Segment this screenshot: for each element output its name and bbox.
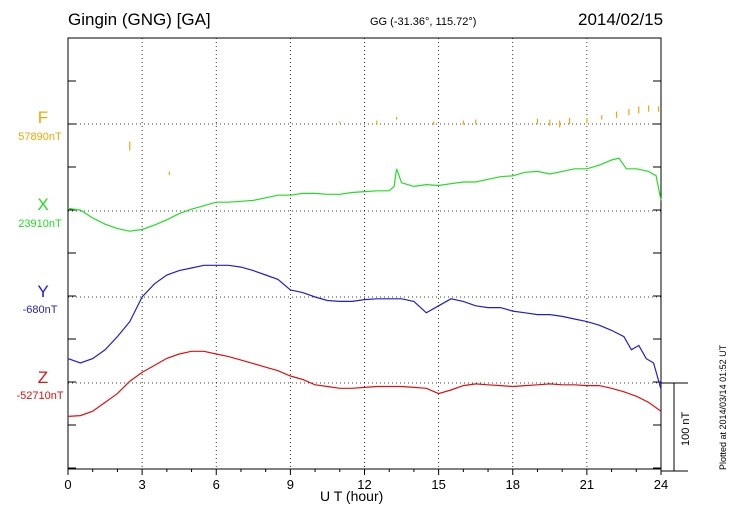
station-coordinates: GG (-31.36°, 115.72°) — [370, 16, 477, 28]
series-y-line — [67, 264, 662, 390]
x-tick-label: 18 — [506, 477, 520, 492]
x-tick-label: 0 — [64, 477, 71, 492]
baseline-label-x: 23910nT — [18, 218, 62, 230]
series-x-line — [67, 157, 662, 232]
baseline-label-z: -52710nT — [16, 390, 64, 402]
x-tick-label: 3 — [139, 477, 146, 492]
component-label-f: F — [37, 108, 49, 127]
plotted-timestamp: Plotted at 2014/03/14 01:52 UT — [718, 344, 728, 470]
x-tick-label: 24 — [654, 477, 668, 492]
baseline-label-y: -680nT — [22, 304, 58, 316]
component-label-z: Z — [37, 368, 49, 387]
baseline-label-f: 57890nT — [18, 131, 62, 143]
x-tick-label: 15 — [431, 477, 445, 492]
x-axis-label: U T (hour) — [320, 488, 384, 504]
series-z-line — [67, 350, 662, 417]
scale-bar-label: 100 nT — [680, 411, 692, 446]
component-label-x: X — [37, 195, 49, 214]
station-title: Gingin (GNG) [GA] — [68, 10, 211, 29]
x-tick-label: 6 — [213, 477, 220, 492]
x-tick-label: 12 — [357, 477, 371, 492]
x-tick-label: 21 — [580, 477, 594, 492]
x-tick-label: 9 — [287, 477, 294, 492]
chart-date: 2014/02/15 — [578, 10, 664, 29]
component-label-y: Y — [37, 282, 49, 301]
